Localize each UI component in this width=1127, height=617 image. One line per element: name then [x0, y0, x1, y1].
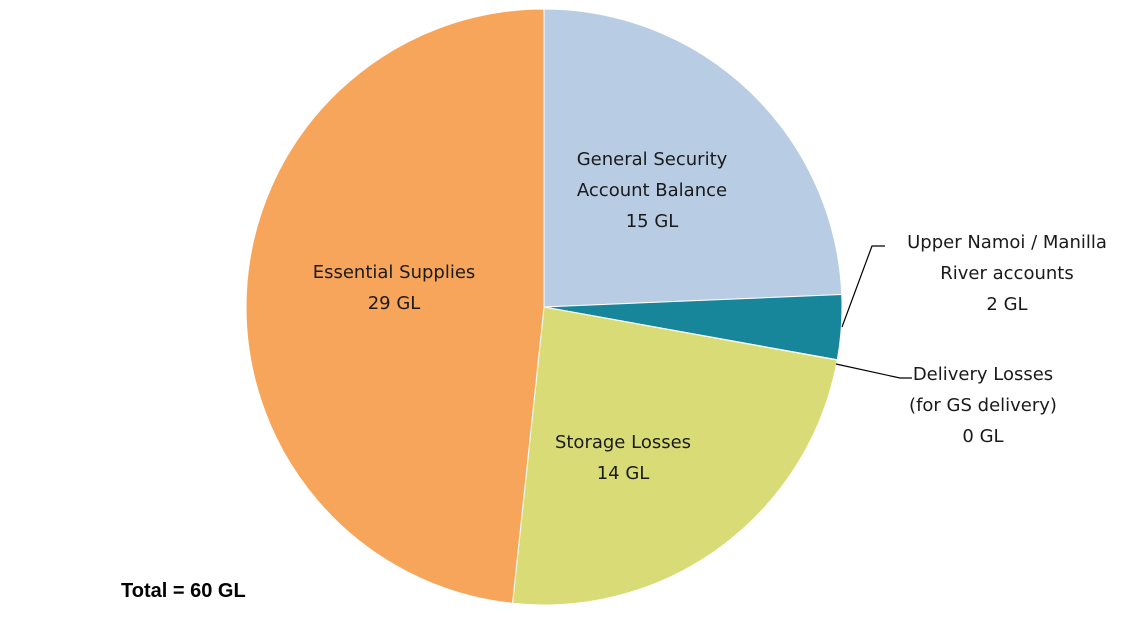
slice-label-line: 29 GL	[368, 293, 421, 314]
leader-lines	[835, 245, 912, 379]
pie-slices	[245, 8, 843, 606]
slice-label-delivery-losses: Delivery Losses (for GS delivery) 0 GL	[909, 364, 1057, 447]
slice-label-essential-supplies: Essential Supplies 29 GL	[313, 262, 476, 314]
slice-label-line: Essential Supplies	[313, 262, 476, 283]
slice-label-line: General Security	[577, 149, 728, 170]
leader-line-upper-namoi	[841, 245, 885, 328]
slice-label-line: 2 GL	[986, 294, 1027, 315]
slice-label-storage-losses: Storage Losses 14 GL	[555, 432, 691, 484]
slice-label-general-security: General Security Account Balance 15 GL	[577, 149, 728, 232]
slice-label-upper-namoi: Upper Namoi / Manilla River accounts 2 GL	[907, 232, 1107, 315]
slice-label-line: (for GS delivery)	[909, 395, 1057, 416]
slice-label-line: Storage Losses	[555, 432, 691, 453]
slice-label-line: 14 GL	[597, 463, 650, 484]
total-label: Total = 60 GL	[121, 580, 246, 602]
slice-label-line: 0 GL	[962, 426, 1003, 447]
slice-label-line: Upper Namoi / Manilla	[907, 232, 1107, 253]
slice-label-line: Account Balance	[577, 180, 727, 201]
leader-line-delivery-losses	[835, 363, 912, 379]
slice-labels: General Security Account Balance 15 GL Uppe…	[313, 149, 1107, 484]
slice-label-line: 15 GL	[626, 211, 679, 232]
pie-slice-essential-supplies	[245, 8, 545, 604]
pie-slice-general-security	[543, 8, 843, 308]
slice-label-line: Delivery Losses	[913, 364, 1053, 385]
pie-slice-storage-losses	[511, 306, 838, 606]
slice-label-line: River accounts	[940, 263, 1073, 284]
